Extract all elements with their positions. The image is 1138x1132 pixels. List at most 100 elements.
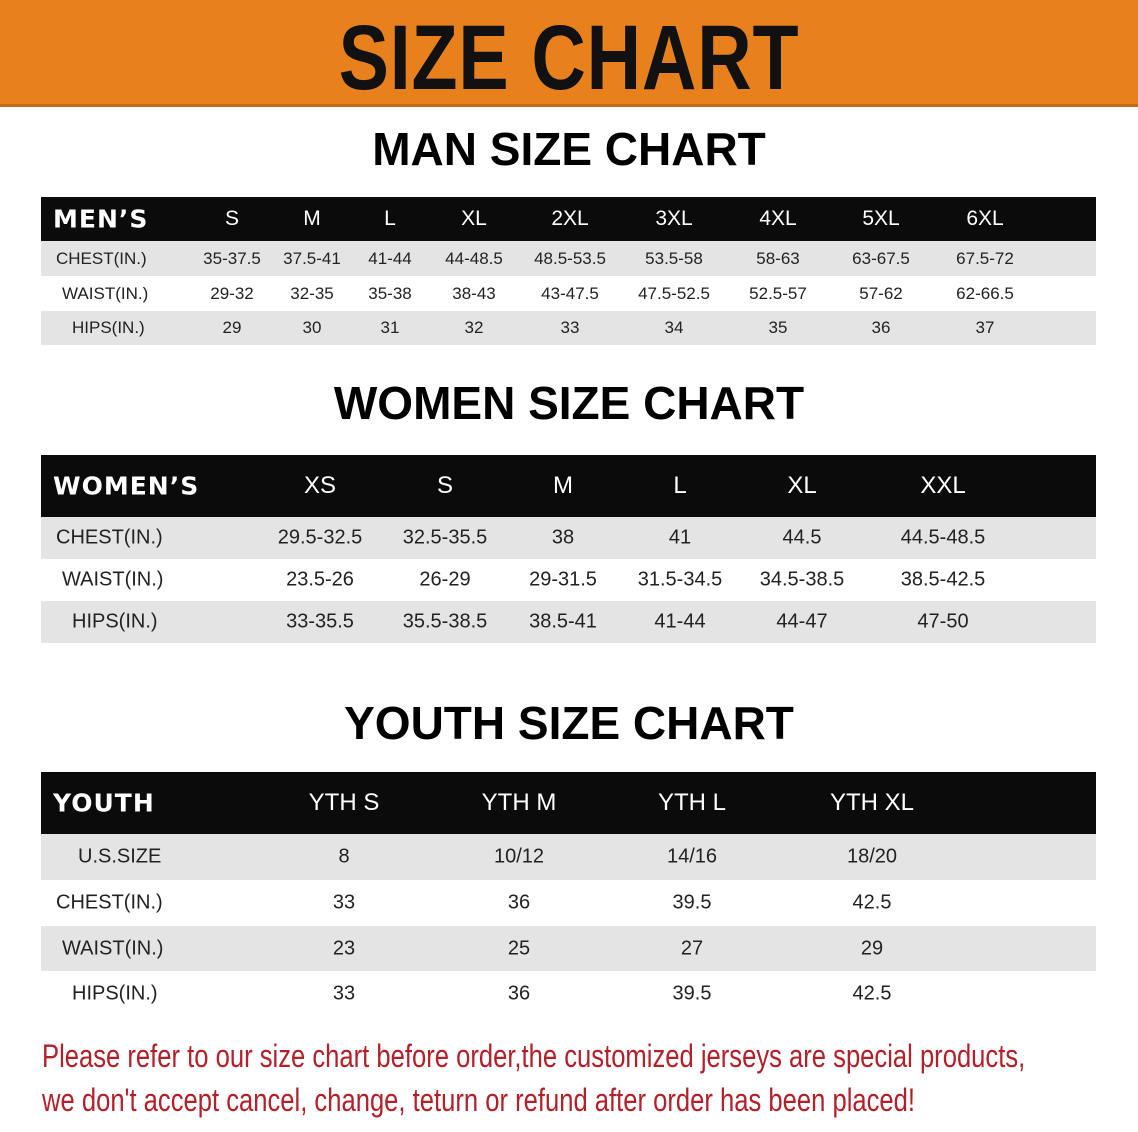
table-cell: 38-43 <box>452 283 496 303</box>
table-cell: 44.5-48.5 <box>900 526 986 549</box>
table-cell: 32.5-35.5 <box>402 526 488 549</box>
table-cell: 38.5-42.5 <box>900 568 986 591</box>
size-header: YTH L <box>657 789 727 816</box>
table-cell: 31 <box>380 318 400 337</box>
table-cell: 14/16 <box>666 845 718 868</box>
table-cell: 41-44 <box>368 248 412 268</box>
table-cell: 52.5-57 <box>749 283 807 303</box>
row-label: CHEST(IN.) <box>56 248 147 268</box>
men-size-table: MEN’S S M L XL 2XL 3XL 4XL 5XL 6XL CHEST(IN.) 35-37… <box>41 197 1096 345</box>
table-cell: 33 <box>332 891 356 914</box>
table-cell: 26-29 <box>419 568 471 591</box>
size-header: YTH M <box>481 789 557 816</box>
table-row: U.S.SIZE 8 10/12 14/16 18/20 <box>41 834 1096 880</box>
table-cell: 58-63 <box>756 248 800 268</box>
header-label: WOMEN’S <box>53 471 200 501</box>
row-label: WAIST(IN.) <box>62 283 149 303</box>
table-cell: 30 <box>302 318 322 337</box>
size-header: XL <box>461 207 487 230</box>
size-header: 6XL <box>966 207 1004 230</box>
table-cell: 35-37.5 <box>203 248 261 268</box>
table-cell: 35-38 <box>368 283 412 303</box>
size-header: M <box>303 207 321 230</box>
table-cell: 36 <box>871 318 891 337</box>
notice-line-1: Please refer to our size chart before or… <box>42 1038 1026 1074</box>
table-cell: 35 <box>768 318 788 337</box>
table-cell: 25 <box>507 937 531 959</box>
table-cell: 34.5-38.5 <box>759 568 845 591</box>
table-cell: 8 <box>338 845 350 868</box>
table-row: HIPS(IN.) 29 30 31 32 33 34 35 36 37 <box>41 311 1096 345</box>
row-label: WAIST(IN.) <box>62 568 164 591</box>
table-cell: 29-32 <box>210 283 254 303</box>
size-header: XS <box>303 472 337 499</box>
size-header: YTH XL <box>829 789 915 816</box>
table-cell: 62-66.5 <box>956 283 1014 303</box>
table-cell: 37 <box>975 318 995 337</box>
table-cell: 29 <box>222 318 242 337</box>
size-header: S <box>436 472 454 499</box>
table-cell: 33 <box>560 318 580 337</box>
size-header: S <box>224 207 240 230</box>
row-label: CHEST(IN.) <box>56 526 163 549</box>
table-cell: 29 <box>860 937 884 959</box>
banner-title: SIZE CHART <box>338 7 800 109</box>
notice-line-2: we don't accept cancel, change, teturn o… <box>42 1082 915 1118</box>
row-label: U.S.SIZE <box>78 845 162 868</box>
table-cell: 63-67.5 <box>852 248 910 268</box>
table-row: WAIST(IN.) 29-32 32-35 35-38 38-43 43-47.5 47.… <box>41 276 1096 311</box>
table-cell: 42.5 <box>852 891 892 914</box>
youth-size-table: YOUTH YTH S YTH M YTH L YTH XL U.S.SIZE 8 10/12… <box>41 772 1096 1016</box>
men-header-row: MEN’S S M L XL 2XL 3XL 4XL 5XL 6XL <box>41 197 1096 241</box>
size-header: XL <box>787 472 817 499</box>
header-label: MEN’S <box>53 204 149 234</box>
size-chart-banner: SIZE CHART <box>0 0 1138 109</box>
table-cell: 38 <box>551 526 575 549</box>
size-header: YTH S <box>308 789 380 816</box>
table-cell: 57-62 <box>859 283 903 303</box>
table-row: CHEST(IN.) 33 36 39.5 42.5 <box>41 880 1096 926</box>
table-cell: 36 <box>507 982 531 1004</box>
table-cell: 10/12 <box>493 845 545 868</box>
size-header: L <box>384 207 396 230</box>
table-cell: 33 <box>332 982 356 1004</box>
table-cell: 23.5-26 <box>286 568 354 591</box>
table-cell: 27 <box>680 937 704 959</box>
table-cell: 32-35 <box>290 283 334 303</box>
size-header: 4XL <box>759 207 797 230</box>
table-cell: 23 <box>332 937 356 959</box>
table-row: CHEST(IN.) 35-37.5 37.5-41 41-44 44-48.5 48.5… <box>41 241 1096 276</box>
row-label: CHEST(IN.) <box>56 891 163 914</box>
table-cell: 33-35.5 <box>286 610 354 633</box>
youth-header-row: YOUTH YTH S YTH M YTH L YTH XL <box>41 772 1096 834</box>
size-header: 2XL <box>551 207 589 230</box>
table-cell: 44-47 <box>776 610 828 633</box>
table-cell: 29.5-32.5 <box>277 526 363 549</box>
row-label: WAIST(IN.) <box>62 937 164 959</box>
table-cell: 29-31.5 <box>529 568 597 591</box>
table-cell: 53.5-58 <box>645 248 703 268</box>
women-section-title: WOMEN SIZE CHART <box>333 377 805 429</box>
table-row: WAIST(IN.) 23 25 27 29 <box>41 926 1096 971</box>
size-header: L <box>673 472 687 499</box>
youth-section-title: YOUTH SIZE CHART <box>344 697 794 749</box>
table-cell: 18/20 <box>846 845 898 868</box>
table-cell: 41 <box>668 526 692 549</box>
size-header: XXL <box>920 472 966 499</box>
table-cell: 32 <box>464 318 484 337</box>
men-section-title: MAN SIZE CHART <box>372 123 766 175</box>
table-cell: 47-50 <box>917 610 969 633</box>
table-cell: 47.5-52.5 <box>638 283 710 303</box>
table-cell: 34 <box>664 318 684 337</box>
table-cell: 67.5-72 <box>956 248 1014 268</box>
table-cell: 44-48.5 <box>445 248 503 268</box>
table-cell: 31.5-34.5 <box>637 568 723 591</box>
table-cell: 39.5 <box>672 891 712 914</box>
table-cell: 42.5 <box>852 982 892 1004</box>
women-size-table: WOMEN’S XS S M L XL XXL CHEST(IN.) 29.5-32.5 32.5… <box>41 455 1096 643</box>
row-label: HIPS(IN.) <box>72 982 158 1004</box>
table-row: HIPS(IN.) 33-35.5 35.5-38.5 38.5-41 41-44 44-… <box>41 601 1096 643</box>
table-row: HIPS(IN.) 33 36 39.5 42.5 <box>41 971 1096 1016</box>
table-row: WAIST(IN.) 23.5-26 26-29 29-31.5 31.5-34.5 34… <box>41 559 1096 601</box>
row-label: HIPS(IN.) <box>72 318 145 337</box>
